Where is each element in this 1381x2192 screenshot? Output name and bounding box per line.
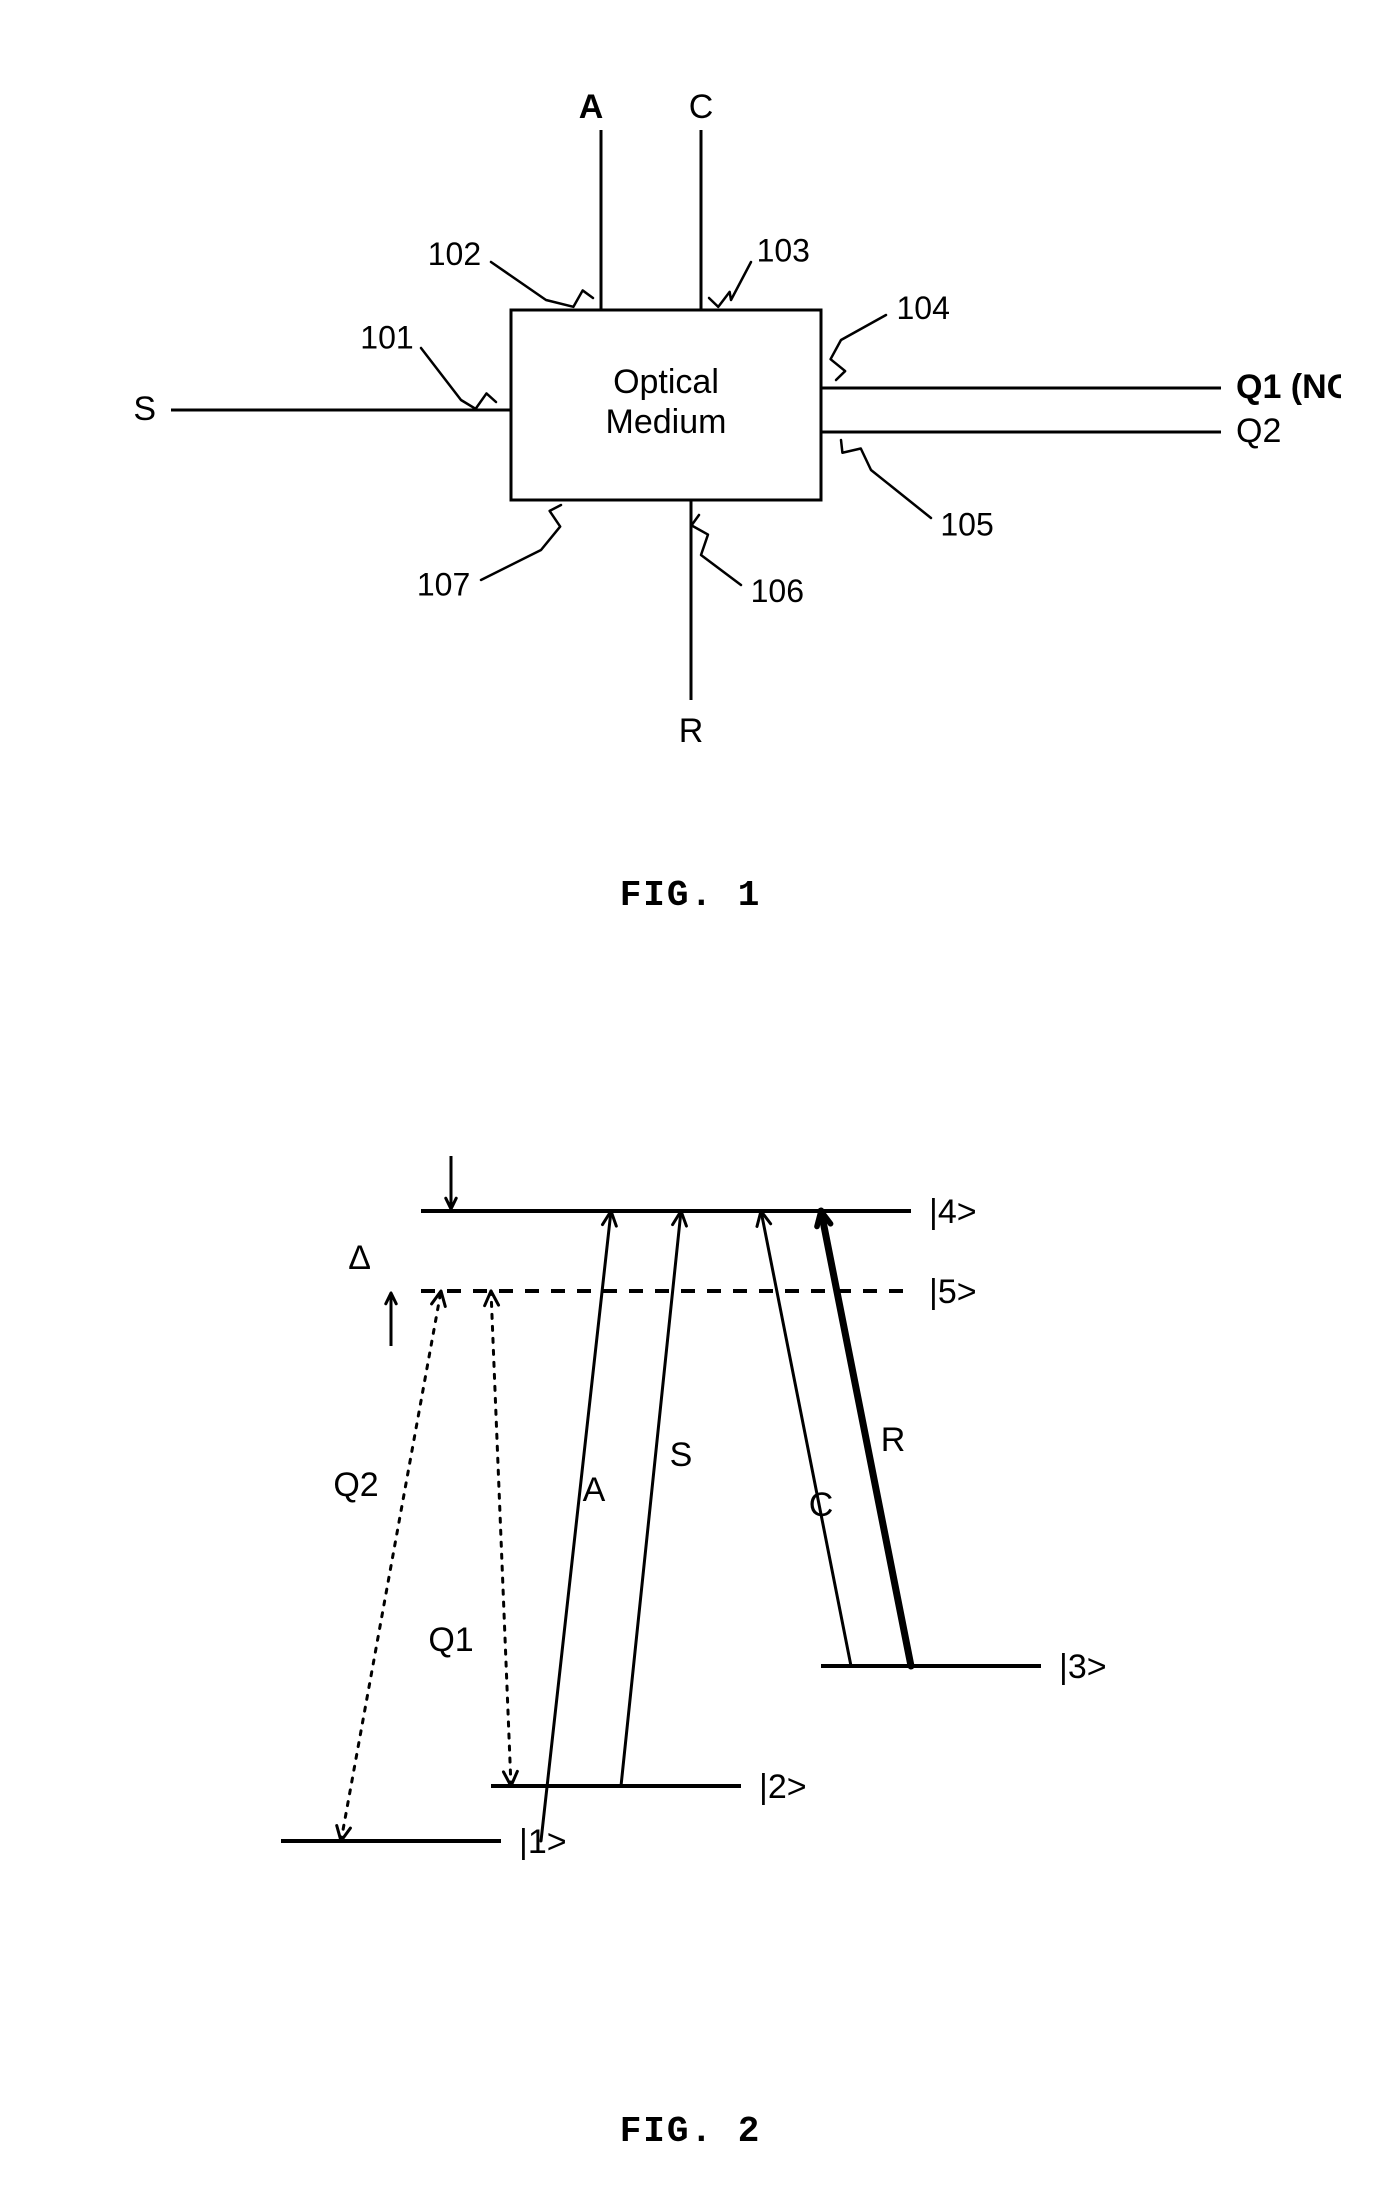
svg-text:Q1: Q1 bbox=[428, 1621, 473, 1659]
svg-text:Q1 (NOT): Q1 (NOT) bbox=[1236, 368, 1341, 406]
svg-text:Medium: Medium bbox=[605, 403, 726, 441]
fig1-svg: OpticalMedium S A C Q1 (NOT) Q2 R 101 102 103 104 1… bbox=[41, 40, 1341, 840]
svg-text:Δ: Δ bbox=[348, 1239, 371, 1277]
svg-text:R: R bbox=[678, 712, 703, 750]
figure-1: OpticalMedium S A C Q1 (NOT) Q2 R 101 102 103 104 1… bbox=[41, 40, 1341, 916]
svg-text:|4>: |4> bbox=[929, 1193, 977, 1231]
svg-text:|2>: |2> bbox=[759, 1768, 807, 1806]
fig1-caption: FIG. 1 bbox=[41, 875, 1341, 916]
svg-text:Q2: Q2 bbox=[1236, 412, 1281, 450]
svg-text:102: 102 bbox=[427, 236, 480, 272]
svg-text:106: 106 bbox=[750, 573, 803, 609]
svg-text:S: S bbox=[133, 390, 156, 428]
fig2-svg: |1>|2>|3>|4>|5>ΔQ2Q1ASCR bbox=[41, 1096, 1341, 2076]
svg-text:|5>: |5> bbox=[929, 1273, 977, 1311]
svg-text:107: 107 bbox=[416, 566, 469, 602]
svg-text:|3>: |3> bbox=[1059, 1648, 1107, 1686]
fig2-caption: FIG. 2 bbox=[41, 2111, 1341, 2152]
svg-text:101: 101 bbox=[360, 319, 413, 355]
svg-text:A: A bbox=[582, 1471, 605, 1509]
figure-2: |1>|2>|3>|4>|5>ΔQ2Q1ASCR FIG. 2 bbox=[41, 1096, 1341, 2152]
svg-text:104: 104 bbox=[896, 290, 949, 326]
svg-text:S: S bbox=[669, 1436, 692, 1474]
svg-text:103: 103 bbox=[756, 232, 809, 268]
svg-text:R: R bbox=[880, 1421, 905, 1459]
svg-text:C: C bbox=[808, 1486, 833, 1524]
svg-text:Optical: Optical bbox=[613, 363, 719, 401]
svg-text:105: 105 bbox=[940, 506, 993, 542]
svg-text:A: A bbox=[578, 88, 603, 126]
svg-text:C: C bbox=[688, 88, 713, 126]
svg-text:Q2: Q2 bbox=[333, 1466, 378, 1504]
